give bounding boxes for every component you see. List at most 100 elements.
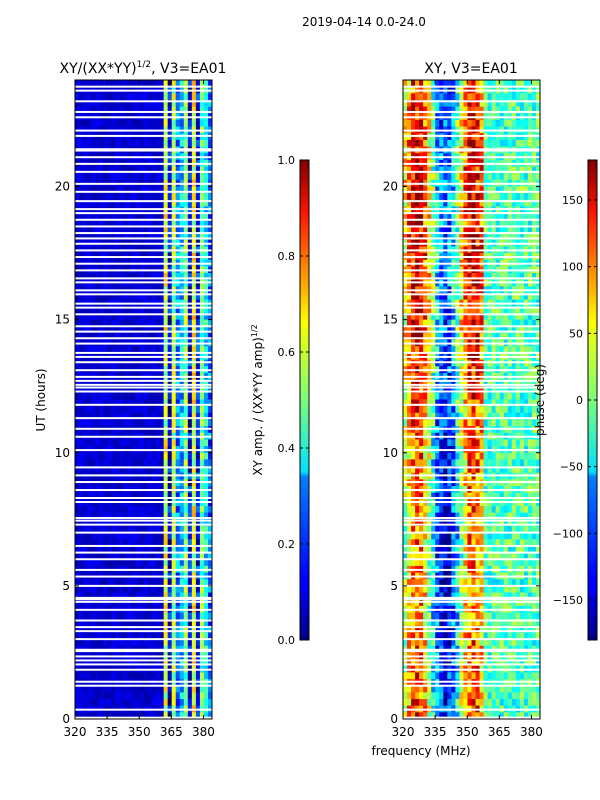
heatmap-cell [535, 332, 540, 340]
heatmap-cell [431, 106, 436, 114]
heatmap-cell [75, 519, 80, 527]
heatmap-cell [427, 306, 432, 314]
heatmap-cell [451, 386, 456, 394]
heatmap-cell [179, 306, 185, 314]
heatmap-cell [411, 186, 416, 194]
heatmap-cell [107, 512, 112, 520]
heatmap-cell [427, 119, 432, 127]
heatmap-cell [103, 452, 108, 460]
heatmap-cell [187, 379, 193, 387]
heatmap-cell [123, 692, 128, 700]
heatmap-cell [171, 492, 177, 500]
heatmap-cell [523, 226, 529, 234]
heatmap-cell [79, 233, 84, 241]
heatmap-cell [175, 532, 181, 540]
heatmap-cell [183, 213, 189, 221]
heatmap-cell [175, 712, 181, 719]
heatmap-cell [411, 99, 416, 108]
heatmap-cell [111, 659, 116, 667]
heatmap-cell [183, 439, 189, 447]
heatmap-cell [155, 332, 161, 340]
heatmap-cell [487, 186, 493, 194]
heatmap-cell [127, 139, 132, 147]
heatmap-cell [135, 699, 140, 707]
heatmap-cell [191, 319, 197, 327]
heatmap-cell [419, 93, 424, 101]
heatmap-cell [95, 312, 100, 321]
heatmap-cell [163, 346, 169, 354]
heatmap-cell [415, 293, 420, 301]
heatmap-cell [179, 273, 185, 281]
heatmap-cell [531, 99, 537, 108]
heatmap-cell [491, 293, 497, 301]
heatmap-cell [79, 592, 84, 600]
heatmap-cell [79, 512, 84, 520]
heatmap-cell [427, 219, 432, 227]
heatmap-cell [135, 346, 140, 354]
heatmap-cell [75, 233, 80, 241]
heatmap-cell [199, 532, 205, 540]
colorbar-tick-label: 0.6 [278, 346, 296, 359]
heatmap-cell [159, 506, 165, 514]
heatmap-cell [203, 512, 209, 520]
heatmap-cell [167, 539, 173, 547]
heatmap-cell [171, 379, 177, 387]
heatmap-cell [107, 312, 112, 321]
heatmap-cell [171, 326, 177, 334]
heatmap-cell [447, 386, 452, 394]
heatmap-cell [163, 186, 169, 194]
colorbar-tick-label: 0.4 [278, 442, 296, 455]
heatmap-cell [95, 632, 100, 640]
heatmap-cell [87, 692, 92, 700]
heatmap-cell [99, 233, 104, 241]
heatmap-cell [415, 106, 420, 114]
heatmap-cell [495, 119, 501, 127]
heatmap-cell [199, 512, 205, 520]
heatmap-cell [127, 419, 132, 427]
heatmap-cell [127, 512, 132, 520]
heatmap-cell [135, 93, 140, 101]
heatmap-cell [119, 532, 124, 540]
flagged-gap-line [75, 466, 212, 469]
heatmap-cell [103, 412, 108, 420]
heatmap-cell [119, 466, 124, 474]
heatmap-cell [171, 439, 177, 447]
heatmap-cell [91, 273, 96, 281]
heatmap-cell [143, 273, 148, 281]
heatmap-cell [79, 672, 84, 680]
heatmap-cell [103, 193, 108, 201]
heatmap-cell [175, 319, 181, 327]
heatmap-cell [151, 106, 156, 114]
heatmap-cell [407, 346, 412, 354]
heatmap-cell [195, 579, 201, 587]
heatmap-cell [495, 99, 501, 108]
heatmap-cell [127, 273, 132, 281]
heatmap-cell [195, 219, 201, 227]
heatmap-cell [487, 312, 493, 321]
heatmap-cell [471, 312, 476, 321]
heatmap-cell [139, 99, 144, 108]
heatmap-cell [515, 173, 521, 181]
heatmap-cell [123, 559, 128, 567]
heatmap-cell [443, 319, 448, 327]
heatmap-cell [175, 659, 181, 667]
heatmap-cell [147, 672, 152, 680]
heatmap-cell [171, 512, 177, 520]
heatmap-cell [203, 199, 209, 207]
heatmap-cell [423, 99, 428, 108]
heatmap-cell [187, 659, 193, 667]
heatmap-cell [119, 293, 124, 301]
heatmap-cell [503, 219, 509, 227]
heatmap-cell [403, 306, 408, 314]
heatmap-cell [407, 306, 412, 314]
heatmap-cell [139, 692, 144, 700]
heatmap-cell [207, 312, 212, 321]
heatmap-cell [95, 399, 100, 407]
heatmap-cell [143, 712, 148, 719]
heatmap-cell [127, 213, 132, 221]
heatmap-cell [131, 506, 136, 514]
heatmap-cell [187, 492, 193, 500]
heatmap-cell [119, 699, 124, 707]
heatmap-cell [207, 326, 212, 334]
